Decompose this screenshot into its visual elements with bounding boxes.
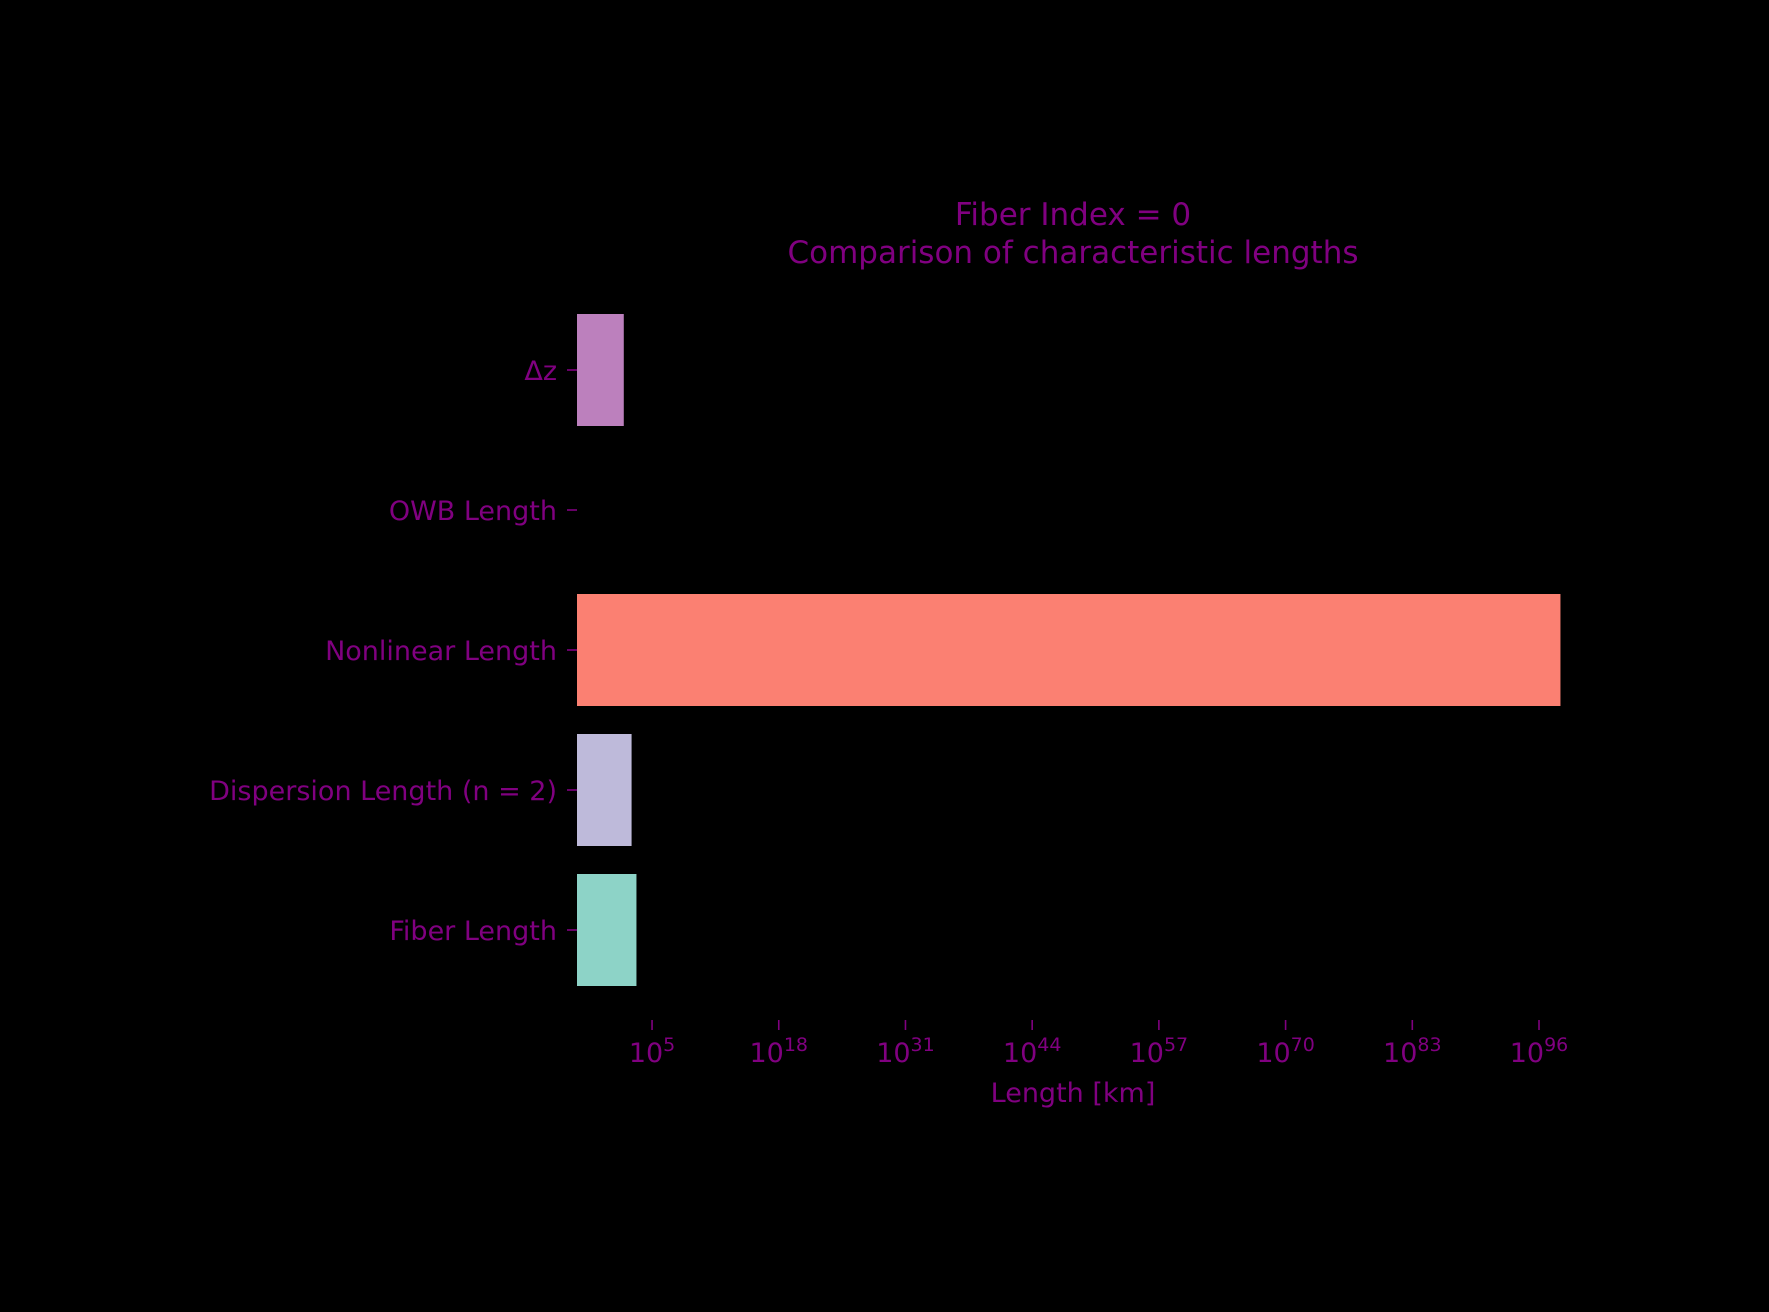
x-tick-label: 1031 — [876, 1034, 935, 1069]
x-tick-label: 1096 — [1510, 1034, 1569, 1069]
y-tick-label: Fiber Length — [389, 916, 557, 947]
bar-nonlinear-length — [577, 594, 1561, 706]
x-axis-label: Length [km] — [991, 1078, 1156, 1109]
y-tick-label: Δz — [524, 356, 557, 387]
y-axis: Fiber Length Dispersion Length (n = 2) Non… — [209, 356, 577, 947]
title-line-1: Fiber Index = 0 — [955, 197, 1191, 233]
title-line-2: Comparison of characteristic lengths — [787, 235, 1358, 271]
y-tick-label: Dispersion Length (n = 2) — [209, 776, 557, 807]
x-tick-label: 1057 — [1130, 1034, 1189, 1069]
bar-dispersion-length-n-2 — [577, 734, 632, 846]
x-tick-label: 1083 — [1383, 1034, 1442, 1069]
y-tick-label: Nonlinear Length — [325, 636, 557, 667]
bar-z — [577, 314, 624, 426]
x-tick-label: 105 — [629, 1034, 675, 1069]
bars — [577, 314, 1561, 986]
bar-fiber-length — [577, 874, 637, 986]
x-axis: 105 1018 1031 1044 1057 1070 1083 1096 Length [k… — [629, 1020, 1568, 1109]
y-tick-label: OWB Length — [389, 496, 557, 527]
x-tick-label: 1018 — [749, 1034, 808, 1069]
x-tick-label: 1070 — [1256, 1034, 1315, 1069]
x-tick-label: 1044 — [1003, 1034, 1062, 1069]
